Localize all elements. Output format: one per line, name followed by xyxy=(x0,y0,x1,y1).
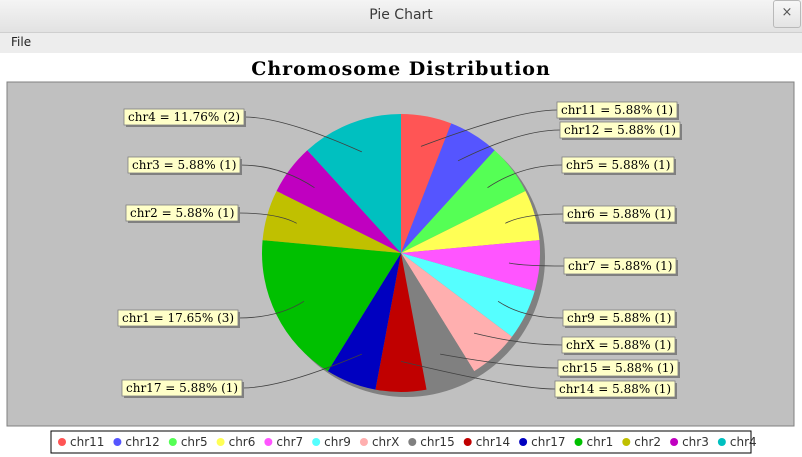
slice-label-box-chr2 xyxy=(125,204,239,222)
slice-label-chr9: chr9 = 5.88% (1) xyxy=(567,311,671,325)
slice-label-chr12: chr12 = 5.88% (1) xyxy=(564,123,676,137)
legend-swatch-chr3 xyxy=(670,438,679,446)
pie-slice-chr14 xyxy=(375,253,427,392)
legend-item-chr9: chr9 xyxy=(324,435,351,449)
slice-label-chr1: chr1 = 17.65% (3) xyxy=(122,311,234,325)
slice-label-box-chr17 xyxy=(121,379,243,397)
pie-slice-chr11 xyxy=(401,114,452,253)
legend-swatch-chr17 xyxy=(519,438,528,446)
slice-label-chr3: chr3 = 5.88% (1) xyxy=(132,158,236,172)
pie-slice-chr17 xyxy=(327,253,401,390)
legend-item-chr1: chr1 xyxy=(587,435,614,449)
leader-line-chr12 xyxy=(457,129,561,162)
leader-line-chr15 xyxy=(440,353,559,369)
slice-label-box-chr14 xyxy=(554,380,676,398)
leader-line-chr7 xyxy=(508,262,565,267)
pie-slice-chr5 xyxy=(401,150,526,253)
legend-item-chrX: chrX xyxy=(372,435,399,449)
legend-swatch-chr9 xyxy=(312,438,321,446)
slice-label-chrX: chrX = 5.88% (1) xyxy=(566,338,671,352)
label-leaders xyxy=(237,109,565,390)
close-icon: × xyxy=(781,5,793,20)
pie-slice-chr7 xyxy=(401,240,540,292)
leader-line-chr14 xyxy=(400,361,556,390)
leader-line-chr6 xyxy=(505,213,564,224)
slice-label-chr14: chr14 = 5.88% (1) xyxy=(559,382,671,396)
slice-label-box-chr15 xyxy=(557,359,679,377)
pie-slice-chr9 xyxy=(401,253,535,337)
leader-line-chr17 xyxy=(241,353,362,389)
pie-slice-chr2 xyxy=(262,191,401,253)
legend-item-chr11: chr11 xyxy=(70,435,104,449)
slice-label-chr4: chr4 = 11.76% (2) xyxy=(128,110,240,124)
slice-label-box-chr11 xyxy=(556,101,678,119)
slice-label-chr15: chr15 = 5.88% (1) xyxy=(562,361,674,375)
legend-item-chr7: chr7 xyxy=(276,435,303,449)
leader-line-chr11 xyxy=(420,109,558,147)
pie-slices xyxy=(262,114,540,392)
chart-panel: Chromosome Distribution chr11 = 5.88% (1… xyxy=(0,53,802,457)
legend-item-chr6: chr6 xyxy=(229,435,256,449)
leader-line-chr1 xyxy=(237,300,305,319)
legend-item-chr4: chr4 xyxy=(730,435,757,449)
legend-swatch-chr1 xyxy=(574,438,583,446)
leader-line-chr3 xyxy=(239,164,315,188)
slice-label-box-chrX xyxy=(561,336,676,354)
slice-label-box-chr9 xyxy=(562,309,676,327)
legend-swatch-chrX xyxy=(359,438,368,446)
slice-label-chr2: chr2 = 5.88% (1) xyxy=(130,206,234,220)
pie-chart: Chromosome Distribution chr11 = 5.88% (1… xyxy=(6,58,795,454)
legend-swatch-chr15 xyxy=(408,438,417,446)
legend-item-chr2: chr2 xyxy=(634,435,661,449)
slice-labels: chr11 = 5.88% (1) chr12 = 5.88% (1) chr5 =… xyxy=(117,101,682,399)
slice-label-box-chr12 xyxy=(559,121,681,139)
legend: chr11 chr12 chr5 chr6 chr7 chr9 chrX chr15 chr14… xyxy=(58,435,757,449)
pie-slice-chr3 xyxy=(276,150,401,253)
legend-box xyxy=(50,430,752,454)
legend-swatch-chr12 xyxy=(113,438,122,446)
legend-swatch-chr6 xyxy=(216,438,225,446)
legend-swatch-chr5 xyxy=(168,438,177,446)
window-titlebar: Pie Chart × xyxy=(0,0,802,33)
slice-label-box-chr3 xyxy=(127,156,241,174)
leader-line-chr9 xyxy=(497,300,564,319)
legend-item-chr15: chr15 xyxy=(420,435,454,449)
legend-item-chr14: chr14 xyxy=(476,435,510,449)
legend-item-chr12: chr12 xyxy=(125,435,159,449)
menu-file[interactable]: File xyxy=(11,35,32,49)
leader-line-chr5 xyxy=(487,164,563,188)
pie-slice-chr6 xyxy=(401,191,540,253)
slice-label-chr7: chr7 = 5.88% (1) xyxy=(568,259,672,273)
leader-line-chr4 xyxy=(243,116,362,153)
legend-swatch-chr2 xyxy=(622,438,631,446)
close-button[interactable]: × xyxy=(773,0,801,28)
pie-slice-chrX xyxy=(401,253,512,372)
legend-swatch-chr7 xyxy=(264,438,273,446)
leader-line-chrX xyxy=(473,332,563,346)
pie-slice-chr4 xyxy=(307,114,401,253)
menu-bar: File xyxy=(0,33,802,53)
slice-label-box-chr6 xyxy=(562,205,676,223)
slice-label-box-chr5 xyxy=(561,156,675,174)
window-title: Pie Chart xyxy=(369,7,433,23)
slice-label-box-chr1 xyxy=(117,309,239,327)
slice-label-chr5: chr5 = 5.88% (1) xyxy=(566,158,670,172)
chart-title: Chromosome Distribution xyxy=(251,58,551,80)
slice-label-box-chr4 xyxy=(123,108,245,126)
leader-line-chr2 xyxy=(237,212,297,224)
legend-swatch-chr4 xyxy=(717,438,726,446)
legend-item-chr3: chr3 xyxy=(682,435,709,449)
legend-swatch-chr14 xyxy=(463,438,472,446)
legend-item-chr5: chr5 xyxy=(181,435,208,449)
legend-item-chr17: chr17 xyxy=(531,435,565,449)
pie-slice-chr15 xyxy=(401,253,475,390)
pie-slice-chr1 xyxy=(262,240,401,372)
slice-label-box-chr7 xyxy=(563,257,677,275)
legend-swatch-chr11 xyxy=(58,438,66,446)
slice-label-chr11: chr11 = 5.88% (1) xyxy=(561,103,673,117)
slice-label-chr17: chr17 = 5.88% (1) xyxy=(126,381,238,395)
slice-label-chr6: chr6 = 5.88% (1) xyxy=(567,207,671,221)
pie-slice-chr12 xyxy=(401,123,495,254)
